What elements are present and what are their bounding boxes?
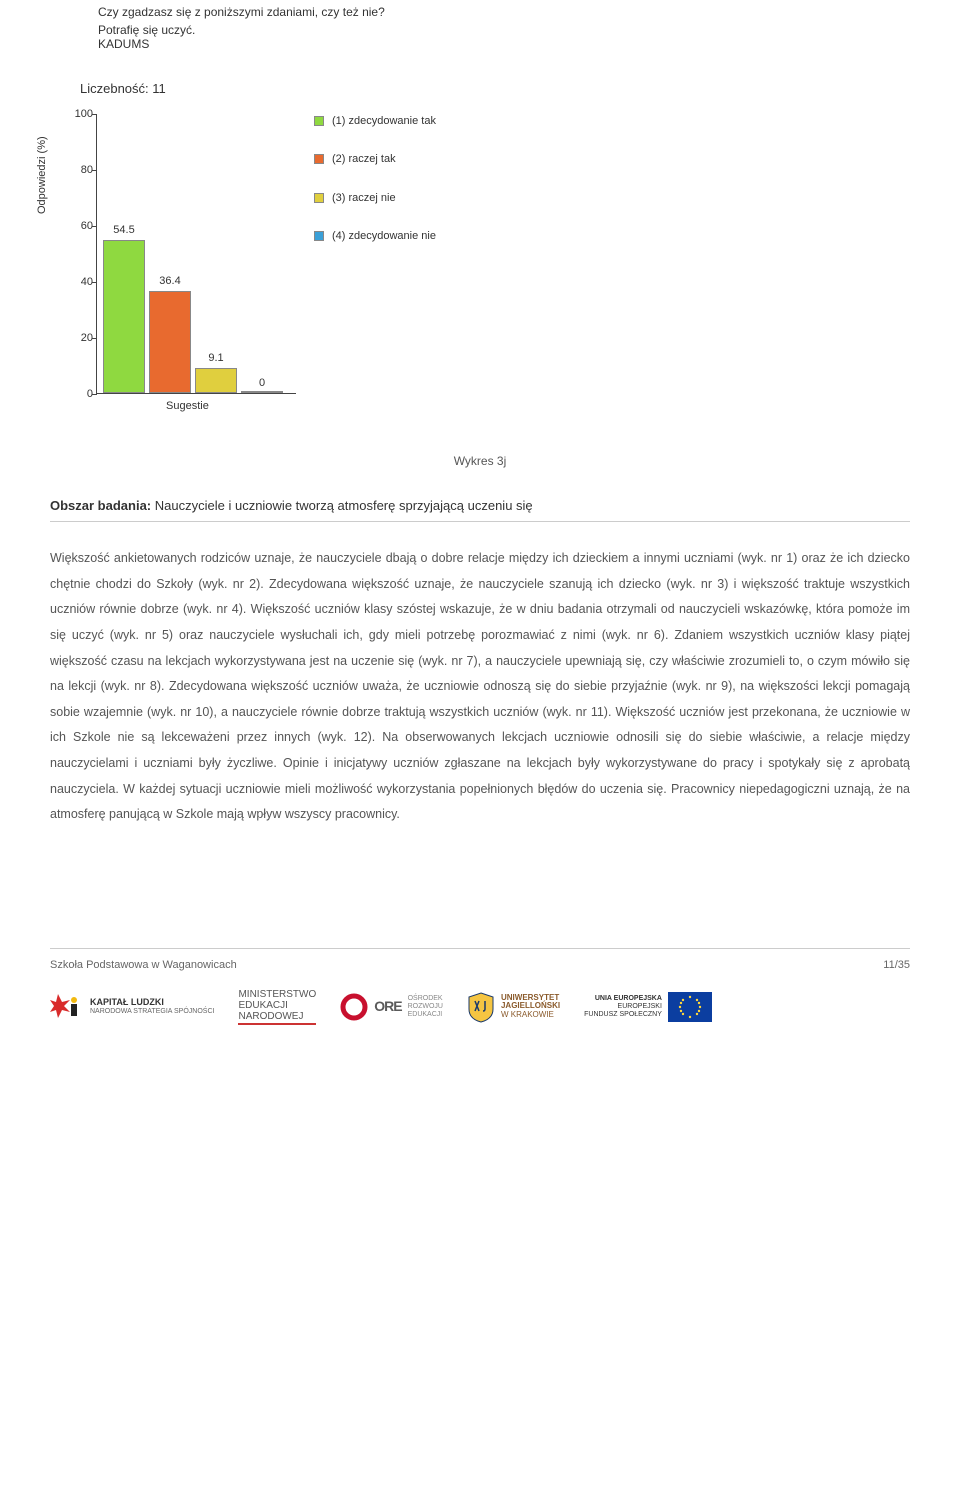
logo-uj: UNIWERSYTET JAGIELLOŃSKI W KRAKOWIE	[467, 991, 560, 1023]
eu-flag-icon	[668, 992, 712, 1022]
legend-item: (1) zdecydowanie tak	[314, 114, 436, 128]
ore-circle-icon	[340, 993, 368, 1021]
bar-value-label: 54.5	[101, 224, 147, 236]
logo-kapital-ludzki: KAPITAŁ LUDZKI NARODOWA STRATEGIA SPÓJNO…	[50, 990, 214, 1024]
legend-label: (3) raczej nie	[332, 191, 396, 205]
star-person-icon	[50, 990, 84, 1024]
legend-label: (4) zdecydowanie nie	[332, 229, 436, 243]
shield-icon	[467, 991, 495, 1023]
y-tick: 0	[67, 388, 93, 400]
page-footer: Szkoła Podstawowa w Waganowicach 11/35	[50, 948, 910, 971]
logo-men: MINISTERSTWO EDUKACJI NARODOWEJ	[238, 989, 316, 1025]
legend-item: (3) raczej nie	[314, 191, 436, 205]
section-label: Obszar badania:	[50, 498, 151, 513]
chart-bar	[195, 368, 237, 393]
legend-item: (4) zdecydowanie nie	[314, 229, 436, 243]
chart-bar	[149, 291, 191, 393]
chart-bar	[241, 391, 283, 393]
chart-legend: (1) zdecydowanie tak (2) raczej tak (3) ra…	[314, 114, 436, 267]
chart-bar	[103, 240, 145, 393]
legend-label: (1) zdecydowanie tak	[332, 114, 436, 128]
y-tick: 40	[67, 276, 93, 288]
chart-question-3: KADUMS	[98, 37, 520, 51]
y-tick: 60	[67, 220, 93, 232]
footer-logos: KAPITAŁ LUDZKI NARODOWA STRATEGIA SPÓJNO…	[50, 971, 910, 1033]
chart-question-1: Czy zgadzasz się z poniższymi zdaniami, …	[98, 4, 520, 21]
chart-plot: 02040608010054.536.49.10	[96, 114, 296, 394]
y-axis-label: Odpowiedzi (%)	[36, 136, 48, 214]
y-tick: 20	[67, 332, 93, 344]
legend-swatch	[314, 193, 324, 203]
legend-swatch	[314, 231, 324, 241]
footer-school: Szkoła Podstawowa w Waganowicach	[50, 959, 237, 971]
section-divider	[50, 521, 910, 522]
legend-label: (2) raczej tak	[332, 152, 396, 166]
section-title: Nauczyciele i uczniowie tworzą atmosferę…	[155, 498, 533, 513]
logo-ore: ORE OŚRODEK ROZWOJU EDUKACJI	[340, 993, 443, 1021]
legend-swatch	[314, 154, 324, 164]
bar-value-label: 9.1	[193, 352, 239, 364]
footer-page: 11/35	[883, 959, 910, 971]
x-category: Sugestie	[166, 400, 209, 412]
chart-question-2: Potrafię się uczyć.	[98, 23, 520, 37]
bar-chart: Czy zgadzasz się z poniższymi zdaniami, …	[50, 4, 520, 434]
chart-count: Liczebność: 11	[80, 81, 520, 96]
bar-value-label: 0	[239, 377, 285, 389]
logo-eu: UNIA EUROPEJSKA EUROPEJSKI FUNDUSZ SPOŁE…	[584, 992, 712, 1022]
bar-value-label: 36.4	[147, 275, 193, 287]
chart-caption: Wykres 3j	[50, 454, 910, 468]
legend-swatch	[314, 116, 324, 126]
body-paragraph: Większość ankietowanych rodziców uznaje,…	[50, 546, 910, 828]
section-heading: Obszar badania: Nauczyciele i uczniowie …	[50, 498, 910, 513]
y-tick: 100	[67, 108, 93, 120]
legend-item: (2) raczej tak	[314, 152, 436, 166]
y-tick: 80	[67, 164, 93, 176]
